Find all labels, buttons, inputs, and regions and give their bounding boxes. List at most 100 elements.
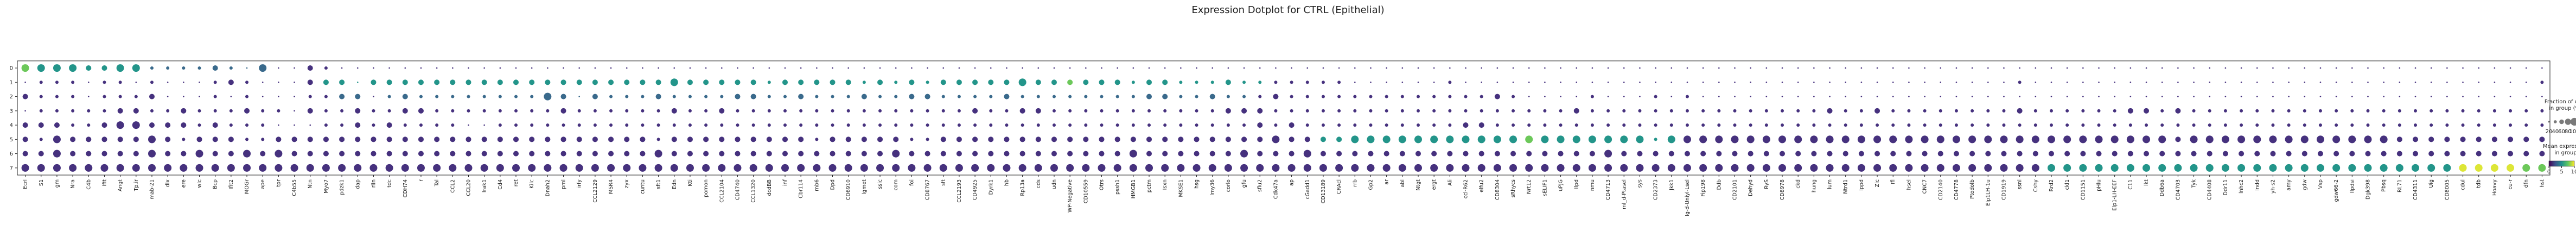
dot <box>149 122 155 128</box>
dot <box>498 136 503 142</box>
dot <box>1290 109 1293 113</box>
dot <box>2128 151 2133 157</box>
dot <box>2541 67 2543 69</box>
x-tick-label: dap <box>355 179 361 189</box>
dot <box>782 79 788 85</box>
dot <box>1953 135 1960 143</box>
dot <box>1130 164 1137 172</box>
dot <box>1370 67 1372 69</box>
dot <box>1637 151 1642 157</box>
x-tick-label: gdw <box>2302 179 2308 190</box>
dot <box>626 67 628 69</box>
x-tick-label: Nra <box>70 179 76 189</box>
dot <box>563 67 564 69</box>
dot <box>278 82 279 83</box>
dot <box>1149 67 1150 69</box>
dot <box>1495 94 1500 99</box>
dot <box>2318 151 2323 157</box>
x-tick-label: RyS <box>1764 179 1770 189</box>
dot <box>2526 67 2527 69</box>
dot <box>1132 109 1135 113</box>
x-tick-label: pomon <box>703 179 709 197</box>
dot <box>797 164 805 172</box>
dot <box>1257 108 1263 114</box>
x-tick-label: Irak1 <box>482 179 488 192</box>
dot <box>2367 82 2369 83</box>
x-tick-label: Tp.ir <box>133 179 139 191</box>
dot <box>830 151 836 157</box>
x-tick-label: com <box>893 179 899 190</box>
dot <box>1163 123 1166 127</box>
x-tick-label: Edn <box>672 179 678 189</box>
dot <box>1226 79 1231 85</box>
dot <box>1543 123 1546 127</box>
x-tick-label: Pbsq <box>2381 179 2387 192</box>
dot <box>1953 164 1960 172</box>
dot <box>2494 82 2496 83</box>
dot <box>864 67 865 69</box>
dot <box>2129 123 2132 127</box>
dot <box>245 138 248 141</box>
dot <box>2540 109 2543 113</box>
dot <box>609 123 613 127</box>
dot <box>2336 82 2337 83</box>
dot <box>1162 151 1168 157</box>
dot <box>2332 135 2340 143</box>
dot <box>1639 82 1641 83</box>
dot <box>639 164 646 172</box>
dot <box>1858 164 1865 172</box>
dot <box>832 67 833 69</box>
dot <box>1766 67 1768 69</box>
dot <box>228 151 234 157</box>
dot <box>514 95 518 98</box>
dot <box>433 164 441 172</box>
x-tick-label: ccl-R62 <box>1463 179 1469 198</box>
dot <box>545 136 550 142</box>
dot <box>213 122 218 128</box>
dot <box>1797 67 1799 69</box>
dot <box>1765 109 1768 113</box>
dot <box>2114 96 2115 97</box>
dot <box>1907 123 1910 127</box>
dot <box>2063 164 2071 172</box>
dot <box>435 109 438 113</box>
dot <box>1604 164 1612 172</box>
dot <box>2098 96 2100 97</box>
dot <box>2158 164 2166 172</box>
dot <box>2048 135 2055 143</box>
dot <box>2177 96 2179 97</box>
dot <box>1306 123 1309 127</box>
dot <box>498 151 503 157</box>
dot <box>2193 82 2195 83</box>
dot <box>1083 79 1088 85</box>
dot <box>2348 164 2356 172</box>
dot <box>2364 135 2371 143</box>
y-tick-label: 4 <box>10 123 13 129</box>
x-tick-label: sflu2 <box>1257 179 1263 192</box>
dot <box>1495 151 1500 157</box>
dot <box>1639 96 1641 97</box>
dot <box>196 150 203 158</box>
dot <box>23 122 28 128</box>
dot <box>401 164 409 172</box>
dot <box>656 79 661 85</box>
dot <box>1240 150 1248 158</box>
dot <box>2541 96 2543 97</box>
dot <box>1399 164 1406 172</box>
dot <box>1877 67 1878 69</box>
dot <box>1226 108 1231 114</box>
dot <box>1021 95 1024 98</box>
x-tick-label: lmy36 <box>1210 179 1216 196</box>
dot <box>2175 151 2180 157</box>
dot <box>1525 164 1533 172</box>
dot <box>1717 123 1720 127</box>
dot <box>1401 123 1404 127</box>
x-tick-label: CD8005 <box>2444 179 2450 200</box>
x-tick-label: CD6910 <box>846 179 852 200</box>
dot <box>2382 123 2386 127</box>
dot <box>2003 67 2005 69</box>
dot <box>1414 135 1422 143</box>
dot <box>1132 95 1135 98</box>
dot <box>592 94 598 99</box>
dot <box>1622 123 1625 127</box>
